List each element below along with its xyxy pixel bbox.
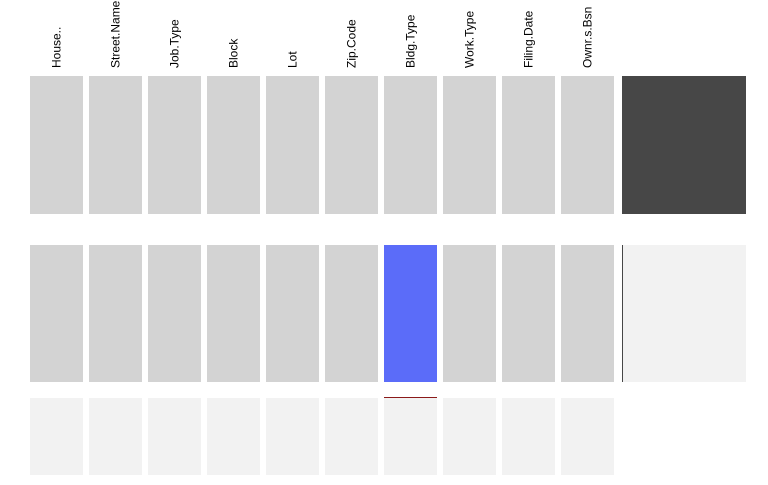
column-label: Zip.Code xyxy=(345,19,359,68)
pattern-cell-empty xyxy=(266,398,319,475)
pattern-cell-empty xyxy=(89,398,142,475)
column-label: Lot xyxy=(286,51,300,68)
column-label: Ownr.s.Bsn xyxy=(581,7,595,68)
column-label: Work.Type xyxy=(463,11,477,68)
column-label: Filing.Date xyxy=(522,10,536,68)
pattern-cell-observed xyxy=(502,245,555,382)
pattern-cell-missing xyxy=(384,245,437,382)
pattern-cell-observed xyxy=(561,76,614,214)
pattern-cell-observed xyxy=(89,245,142,382)
pattern-cell-observed xyxy=(30,245,83,382)
column-label: Job.Type xyxy=(168,19,182,68)
column-label: House.. xyxy=(50,27,64,68)
pattern-cell-observed xyxy=(207,245,260,382)
pattern-cell-observed xyxy=(502,76,555,214)
frequency-bar-track xyxy=(622,245,746,382)
pattern-cell-empty xyxy=(30,398,83,475)
pattern-cell-observed xyxy=(384,76,437,214)
pattern-cell-empty xyxy=(148,398,201,475)
pattern-cell-empty xyxy=(207,398,260,475)
column-labels: House.. Street.Name Job.Type Block Lot Zip.Co… xyxy=(50,0,595,68)
column-label: Street.Name xyxy=(109,0,123,68)
frequency-bar xyxy=(622,76,746,214)
pattern-cell-observed xyxy=(148,245,201,382)
pattern-cell-observed xyxy=(561,245,614,382)
pattern-cell-observed xyxy=(443,76,496,214)
pattern-cell-observed xyxy=(266,245,319,382)
pattern-cell-observed xyxy=(325,76,378,214)
pattern-cells xyxy=(30,76,614,475)
frequency-bars xyxy=(622,76,746,382)
pattern-cell-observed xyxy=(443,245,496,382)
pattern-cell-empty xyxy=(561,398,614,475)
pattern-cell-empty xyxy=(384,398,437,475)
pattern-cell-observed xyxy=(266,76,319,214)
pattern-cell-observed xyxy=(30,76,83,214)
pattern-cell-empty xyxy=(325,398,378,475)
column-label: Block xyxy=(227,38,241,68)
column-label: Bldg.Type xyxy=(404,14,418,68)
pattern-cell-observed xyxy=(207,76,260,214)
pattern-cell-observed xyxy=(325,245,378,382)
pattern-cell-empty xyxy=(502,398,555,475)
pattern-cell-empty xyxy=(443,398,496,475)
pattern-cell-observed xyxy=(89,76,142,214)
pattern-cell-observed xyxy=(148,76,201,214)
